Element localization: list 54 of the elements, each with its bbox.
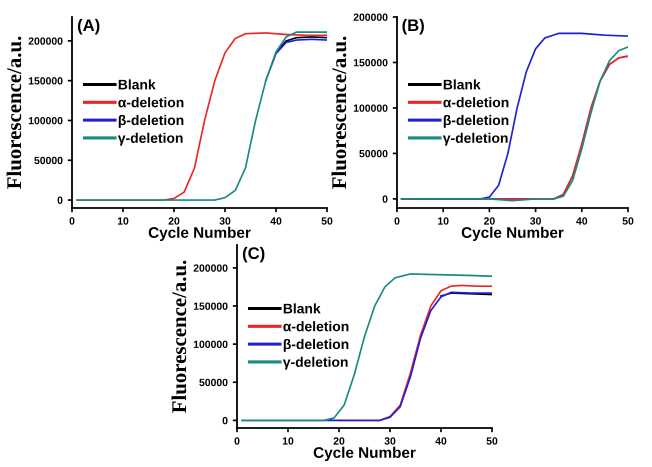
legend-label: γ-deletion (282, 356, 348, 370)
x-axis-title: Cycle Number (148, 226, 251, 241)
legend-label: β-deletion (118, 114, 184, 128)
y-tick-label: 0 (222, 416, 228, 424)
y-axis-title: Fluorescence/a.u. (332, 36, 346, 189)
x-tick-label: 30 (530, 217, 541, 225)
y-tick-label: 100000 (28, 116, 63, 124)
y-tick-label: 200000 (194, 264, 228, 272)
x-axis-title: Cycle Number (462, 226, 564, 241)
x-tick-label: 20 (334, 437, 344, 445)
legend-label: α-deletion (443, 97, 508, 108)
chart-title: (A) (78, 18, 100, 34)
legend-label: Blank (444, 79, 481, 90)
x-tick-label: 20 (168, 217, 180, 225)
y-tick-label: 100000 (194, 340, 228, 348)
x-tick-label: 50 (486, 437, 498, 445)
y-tick-label: 50000 (199, 378, 228, 386)
x-tick-label: 0 (70, 217, 74, 225)
x-tick-label: 20 (484, 217, 495, 225)
chart-title: (B) (402, 18, 424, 34)
x-tick-label: 30 (219, 217, 230, 225)
chart-title: (C) (242, 246, 264, 262)
x-tick-label: 10 (438, 217, 449, 225)
y-tick-label: 0 (58, 196, 63, 204)
y-axis-title: Fluorescence/a.u. (6, 36, 22, 189)
x-tick-label: 50 (322, 217, 332, 225)
x-tick-label: 40 (435, 437, 446, 445)
y-tick-label: 150000 (194, 302, 228, 310)
y-tick-label: 100000 (354, 104, 388, 112)
legend-label: α-deletion (283, 321, 348, 332)
x-tick-label: 30 (384, 437, 396, 445)
y-tick-label: 200000 (354, 14, 388, 21)
legend-label: β-deletion (444, 114, 508, 128)
legend-label: γ-deletion (442, 132, 508, 146)
legend-label: Blank (118, 79, 156, 90)
legend-label: β-deletion (284, 338, 348, 352)
x-tick-label: 50 (622, 217, 634, 225)
x-tick-label: 10 (118, 217, 128, 225)
y-tick-label: 0 (382, 195, 388, 203)
x-tick-label: 10 (282, 437, 294, 445)
y-axis-title: Fluorescence/a.u. (172, 260, 186, 413)
x-tick-label: 0 (234, 437, 240, 445)
y-tick-label: 50000 (34, 156, 63, 164)
y-tick-label: 150000 (28, 77, 63, 85)
legend-label: Blank (284, 303, 321, 314)
legend-label: α-deletion (118, 97, 184, 108)
x-axis-title: Cycle Number (314, 446, 416, 461)
y-tick-label: 200000 (28, 37, 63, 45)
y-tick-label: 50000 (359, 150, 388, 158)
y-tick-label: 150000 (354, 58, 388, 66)
legend-label: γ-deletion (118, 132, 183, 146)
x-tick-label: 0 (394, 217, 400, 225)
x-tick-label: 40 (576, 217, 588, 225)
x-tick-label: 40 (270, 217, 282, 225)
